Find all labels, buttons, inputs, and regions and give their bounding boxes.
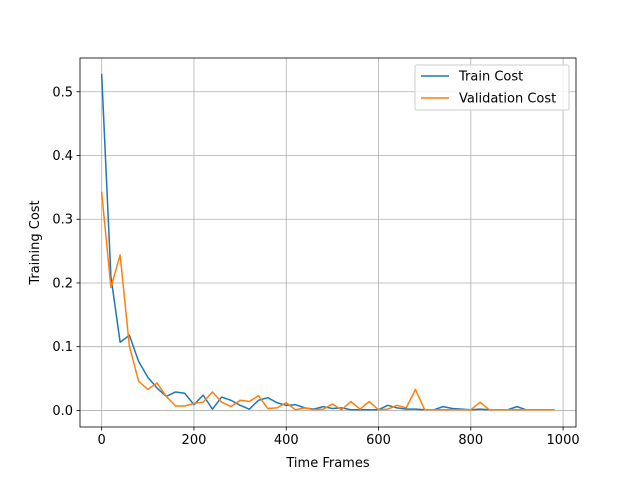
axis-ticks: 0 200 400 600 800 1000 0.0 0.1 0.2 0.3 0.4 0.5: [52, 85, 579, 448]
x-tick-label: 1000: [547, 433, 580, 448]
plot-frame: [79, 57, 577, 428]
x-tick-label: 400: [274, 433, 299, 448]
y-axis-label: Training Cost: [28, 200, 43, 285]
x-tick-label: 800: [458, 433, 483, 448]
series-line-train-cost: [100, 73, 555, 411]
grid: [80, 58, 576, 427]
series-group: [100, 73, 555, 411]
y-tick-label: 0.0: [52, 404, 73, 419]
x-tick-label: 0: [98, 433, 106, 448]
y-tick-label: 0.1: [52, 340, 73, 355]
y-tick-label: 0.2: [52, 276, 73, 291]
series-line-validation-cost: [100, 191, 555, 411]
legend-frame: [414, 64, 570, 111]
y-tick-label: 0.5: [52, 85, 73, 100]
x-tick-label: 200: [182, 433, 207, 448]
legend-label-train-cost: Train Cost: [458, 70, 523, 85]
legend-label-validation-cost: Validation Cost: [459, 92, 556, 107]
legend: Train Cost Validation Cost: [414, 64, 570, 111]
x-axis-label: Time Frames: [285, 456, 369, 471]
y-tick-label: 0.4: [52, 149, 73, 164]
y-tick-label: 0.3: [52, 213, 73, 228]
x-tick-label: 600: [366, 433, 391, 448]
